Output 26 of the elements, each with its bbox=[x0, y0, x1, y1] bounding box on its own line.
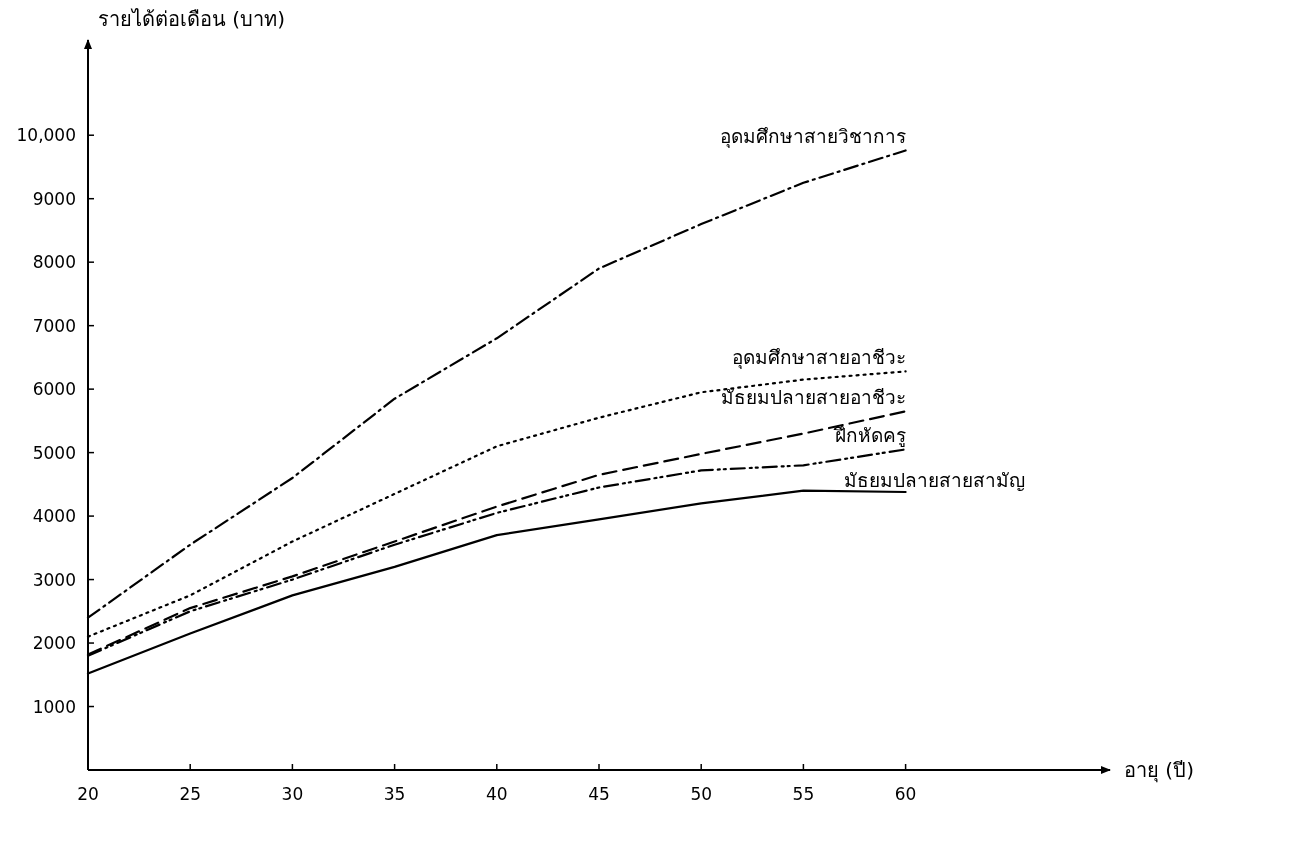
x-tick-label: 20 bbox=[77, 784, 99, 804]
x-tick-label: 40 bbox=[485, 784, 508, 804]
y-axis-title: รายได้ต่อเดือน (บาท) bbox=[98, 7, 285, 31]
x-tick-label: 60 bbox=[894, 784, 917, 804]
x-tick-label: 25 bbox=[179, 784, 202, 804]
x-axis-title: อายุ (ปี) bbox=[1124, 758, 1194, 783]
y-tick-label: 7000 bbox=[32, 315, 76, 336]
x-tick-label: 50 bbox=[690, 784, 713, 804]
y-tick-label: 8000 bbox=[32, 252, 76, 273]
y-tick-label: 2000 bbox=[32, 633, 76, 654]
y-tick-label: 6000 bbox=[32, 379, 76, 400]
y-tick-label: 3000 bbox=[32, 569, 76, 590]
x-tick-label: 45 bbox=[588, 784, 610, 804]
y-tick-label: 1000 bbox=[32, 696, 76, 717]
series-label: ฝึกหัดครู bbox=[832, 424, 906, 448]
series-label: มัธยมปลายสายสามัญ bbox=[844, 468, 1026, 492]
series-label: มัธยมปลายสายอาชีวะ bbox=[720, 386, 906, 409]
series-label: อุดมศึกษาสายวิชาการ bbox=[719, 125, 906, 150]
y-tick-label: 9000 bbox=[32, 188, 76, 209]
x-tick-label: 55 bbox=[792, 784, 815, 804]
y-tick-label: 4000 bbox=[32, 506, 76, 527]
x-tick-label: 35 bbox=[383, 784, 406, 804]
series-label: อุดมศึกษาสายอาชีวะ bbox=[731, 346, 906, 371]
y-tick-label: 10,000 bbox=[16, 125, 76, 146]
y-tick-label: 5000 bbox=[32, 442, 76, 463]
x-tick-label: 30 bbox=[281, 784, 304, 804]
